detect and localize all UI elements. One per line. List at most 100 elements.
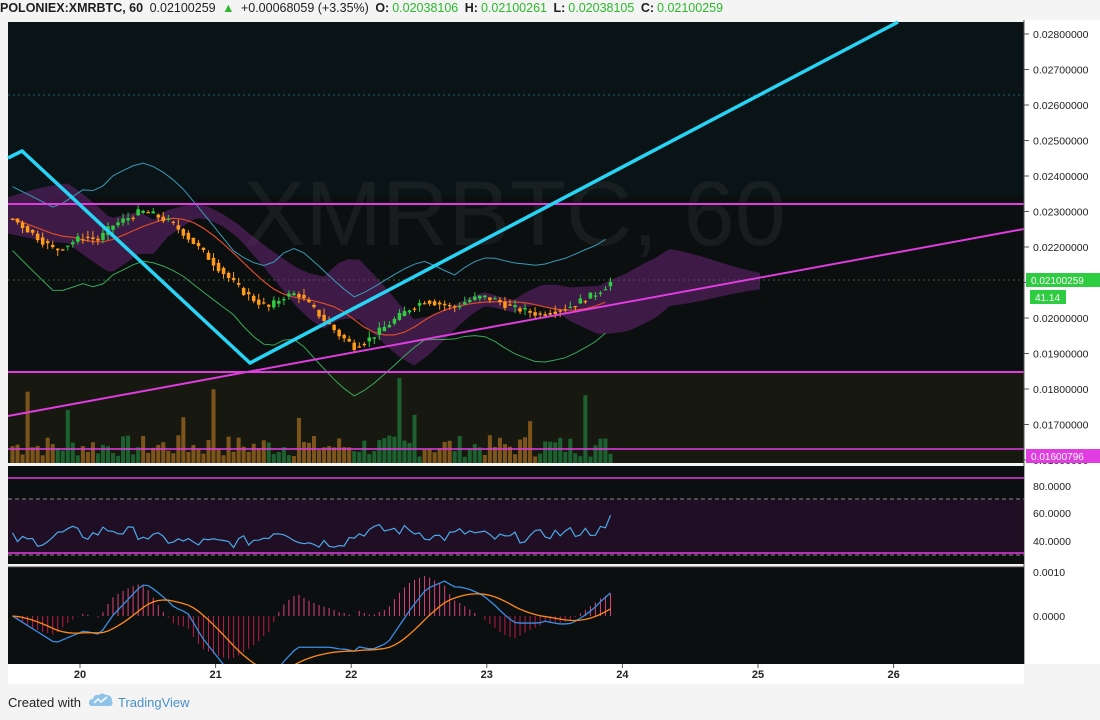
candle-body	[91, 237, 95, 239]
price-tick-label: 0.02200000	[1033, 242, 1089, 254]
volume-bar	[90, 442, 95, 463]
candle-body	[442, 303, 447, 306]
candle-body	[15, 218, 20, 223]
volume-bar	[216, 449, 221, 463]
macd-tick-0.0000: 0.0000	[1033, 611, 1065, 623]
volume-bar	[70, 442, 75, 463]
volume-bar	[186, 451, 191, 463]
time-tick-label: 26	[887, 669, 899, 681]
volume-bar	[533, 456, 538, 463]
candle-body	[96, 238, 100, 241]
candle-body	[161, 216, 166, 222]
volume-bar	[40, 455, 45, 463]
macd-tick-0.0010: 0.0010	[1033, 567, 1065, 579]
candle-body	[427, 300, 432, 304]
candle-body	[20, 222, 25, 229]
volume-bar	[261, 440, 266, 463]
candle-body	[417, 302, 422, 306]
upper-band-line	[12, 162, 606, 298]
candle-body	[387, 324, 392, 328]
candle-body	[593, 295, 598, 297]
candle-body	[146, 212, 150, 214]
volume-bar	[296, 417, 301, 463]
candle-body	[282, 299, 286, 301]
volume-bar	[427, 449, 432, 463]
candle-body	[473, 296, 477, 300]
candle-body	[30, 229, 35, 233]
volume-bar	[10, 446, 15, 463]
low-value: 0.02038105	[568, 1, 635, 15]
volume-bar	[352, 451, 357, 463]
volume-bar	[462, 456, 467, 463]
candle-body	[267, 304, 271, 307]
price-tick-label: 0.02300000	[1033, 207, 1089, 219]
rising-trendline	[7, 228, 1025, 417]
price-tick-label: 0.01800000	[1033, 384, 1089, 396]
candle-body	[478, 295, 482, 299]
volume-bar	[518, 439, 523, 463]
candle-body	[588, 292, 593, 299]
candle-body	[397, 312, 402, 320]
volume-bar	[588, 456, 593, 463]
volume-bar	[226, 436, 231, 463]
candle-body	[367, 337, 372, 342]
volume-bar	[65, 409, 70, 463]
rsi-tick-80: 80.0000	[1033, 481, 1071, 493]
volume-bar	[573, 453, 578, 463]
candle-body	[488, 297, 492, 301]
candle-body	[226, 272, 231, 278]
volume-bar	[211, 389, 216, 463]
change-value: +0.00068059 (+3.35%)	[240, 1, 369, 15]
volume-bar	[45, 437, 50, 463]
time-tick-label: 22	[345, 669, 357, 681]
candle-body	[81, 239, 85, 241]
volume-bar	[422, 449, 427, 463]
macd-pane[interactable]	[8, 567, 1024, 664]
candle-body	[347, 338, 351, 342]
candle-body	[528, 310, 532, 313]
candle-body	[382, 326, 387, 332]
tradingview-link[interactable]: TradingView	[118, 695, 190, 710]
candle-body	[352, 342, 356, 350]
candle-body	[437, 302, 442, 305]
candle-body	[452, 306, 457, 308]
candle-body	[377, 327, 382, 335]
volume-bar	[251, 443, 256, 463]
candle-body	[61, 249, 65, 251]
candle-body	[302, 294, 306, 299]
candle-body	[196, 242, 201, 247]
volume-bar	[337, 438, 342, 463]
candle-body	[573, 306, 578, 308]
volume-bar	[507, 446, 512, 463]
volume-bar	[171, 453, 176, 463]
candle-body	[563, 309, 568, 311]
last-price: 0.02100259	[149, 1, 216, 15]
volume-bar	[452, 451, 457, 463]
chart-area[interactable]: XMRBTC, 60 0.02800000 0.02700000 0.0260000…	[0, 20, 1100, 684]
volume-bar	[347, 447, 352, 463]
volume-bar	[502, 444, 507, 463]
candle-body	[468, 299, 472, 302]
candle-body	[553, 311, 557, 315]
volume-bar	[161, 442, 166, 463]
volume-bar	[166, 450, 171, 463]
volume-bar	[402, 440, 407, 463]
price-tick-label: 0.01900000	[1033, 349, 1089, 361]
volume-bar	[55, 447, 60, 463]
volume-bar	[35, 445, 40, 463]
candle-body	[35, 233, 40, 241]
candle-body	[513, 305, 517, 307]
volume-bar	[271, 454, 276, 463]
close-value: 0.02100259	[657, 1, 724, 15]
candle-body	[76, 236, 80, 242]
candle-body	[262, 302, 266, 304]
volume-bar	[60, 450, 65, 463]
volume-bar	[377, 440, 382, 463]
candle-body	[206, 252, 211, 260]
time-axis-ticks: 20 21 22 23 24 25 26	[74, 664, 900, 681]
candle-body	[463, 302, 467, 305]
cyan-pattern-line	[7, 20, 899, 366]
volume-bar	[568, 438, 573, 463]
volume-bar	[156, 444, 161, 463]
volume-bar	[281, 447, 286, 463]
